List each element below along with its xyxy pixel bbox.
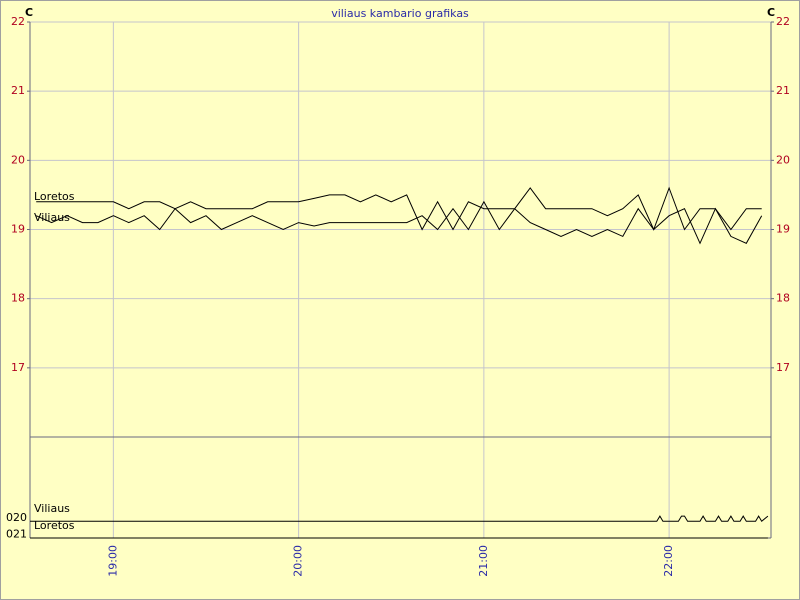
series-label: Viliaus [34,211,70,224]
chart-title: viliaus kambario grafikas [331,7,469,20]
series-label: Viliaus [34,502,70,515]
series-line [36,186,762,231]
series-label: Loretos [34,190,75,203]
x-tick-label: 21:00 [477,545,490,577]
x-tick-label: 22:00 [662,545,675,577]
y-tick-label: 021 [6,528,27,541]
y-tick-label: 19 [776,223,790,236]
y-tick-label: 21 [11,84,25,97]
y-tick-label: 17 [11,361,25,374]
y-unit-right: C [767,6,775,19]
y-unit-left: C [25,6,33,19]
y-tick-label: 20 [11,153,25,166]
series-label: Loretos [34,519,75,532]
y-tick-label: 18 [776,292,790,305]
y-tick-label: 020 [6,511,27,524]
y-tick-label: 20 [776,153,790,166]
y-tick-label: 17 [776,361,790,374]
series-line [35,200,763,245]
y-tick-label: 22 [11,15,25,28]
x-tick-label: 20:00 [292,545,305,577]
series-line [30,515,769,522]
y-tick-label: 21 [776,84,790,97]
y-tick-label: 18 [11,292,25,305]
y-tick-label: 19 [11,223,25,236]
x-tick-label: 19:00 [106,545,119,577]
y-tick-label: 22 [776,15,790,28]
